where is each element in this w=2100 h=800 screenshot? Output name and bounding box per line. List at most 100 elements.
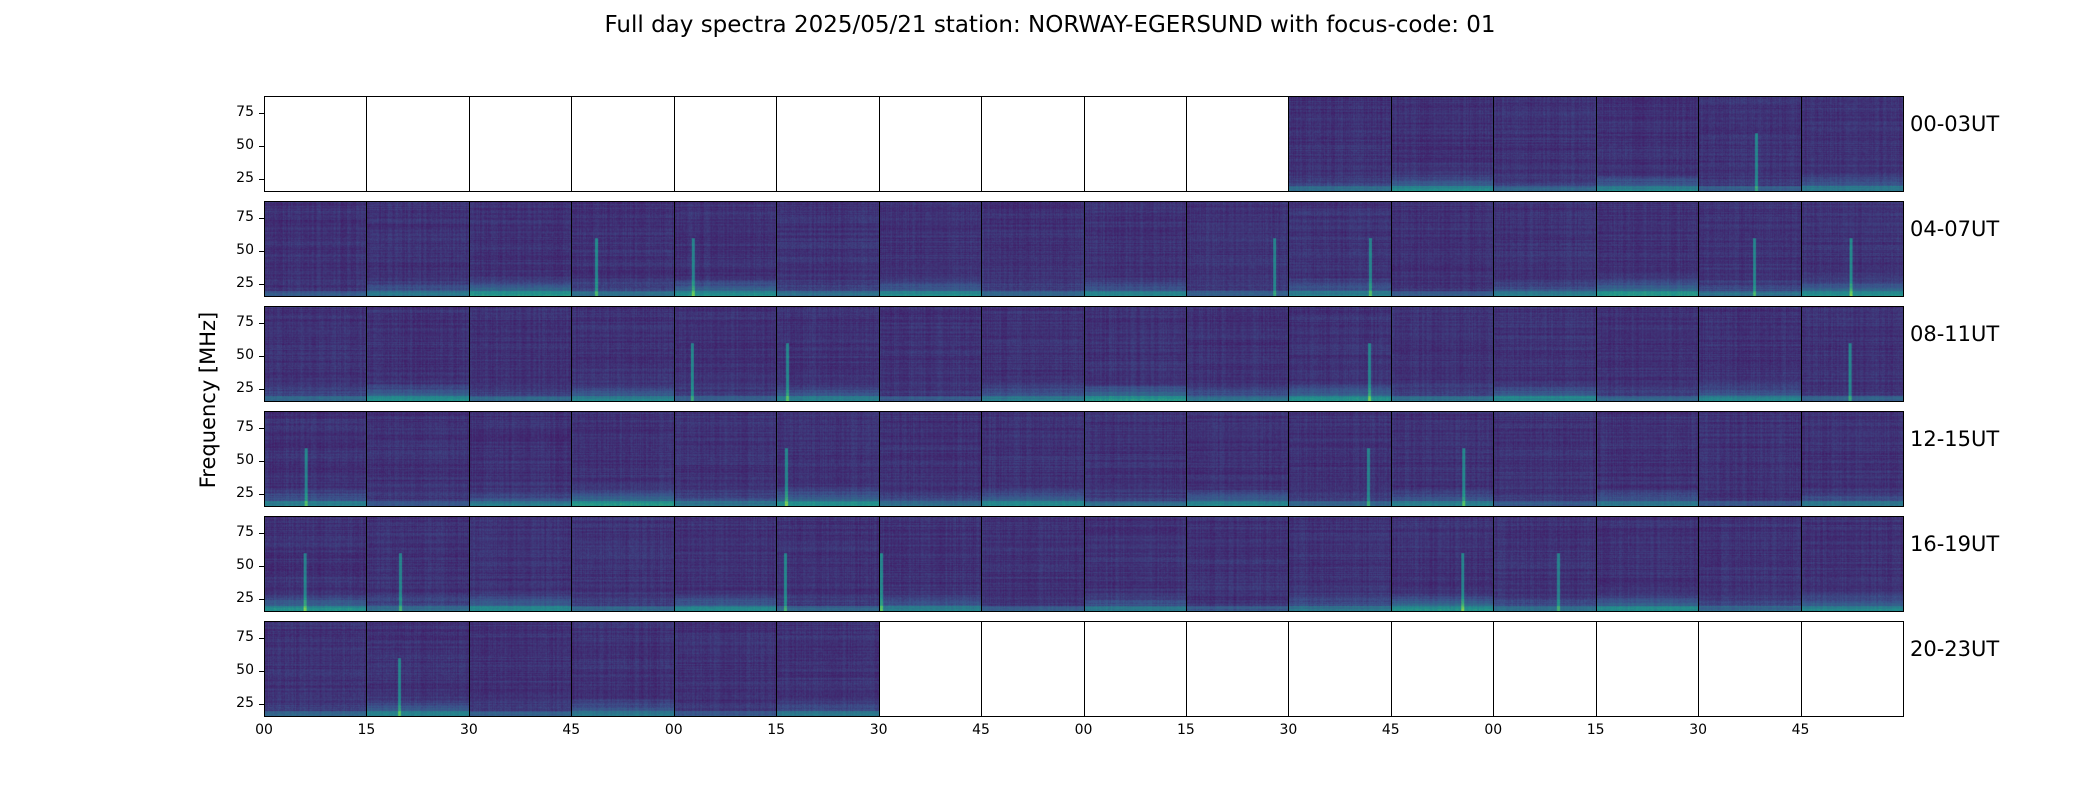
spectrum-panel [1288, 411, 1392, 507]
spectrum-panel [1185, 516, 1290, 612]
x-tick-label: 15 [767, 722, 786, 738]
spectrum-panel [673, 201, 778, 297]
spectrum-heatmap [982, 202, 1084, 296]
spectrum-panel [1083, 516, 1187, 612]
x-tick-label: 15 [1177, 722, 1195, 738]
spectrum-panel [673, 411, 778, 507]
spectrum-heatmap [1494, 97, 1596, 191]
spectrum-panel [776, 516, 880, 612]
empty-panel [673, 96, 778, 192]
spectrum-heatmap [1494, 202, 1596, 296]
spectrum-panel [981, 411, 1085, 507]
spectrum-heatmap [1289, 412, 1391, 506]
spectrum-heatmap [1699, 307, 1801, 401]
spectrum-panel [1800, 411, 1904, 507]
y-tick-label: 25 [236, 589, 254, 606]
spectrum-panel [571, 621, 675, 717]
spectrum-heatmap [1801, 307, 1903, 401]
spectrum-panel [878, 411, 983, 507]
spectrum-heatmap [879, 517, 982, 611]
spectrum-heatmap [879, 307, 982, 401]
spectrum-heatmap [1391, 307, 1494, 401]
spectrum-panel [1390, 411, 1495, 507]
spectrum-panel [1698, 96, 1802, 192]
spectrum-panel [1288, 201, 1392, 297]
spectrum-heatmap [1084, 202, 1186, 296]
spectrum-panel [1493, 96, 1597, 192]
spectrum-heatmap [1596, 517, 1699, 611]
spectrum-heatmap [1801, 517, 1903, 611]
spectrum-heatmap [1494, 412, 1596, 506]
empty-panel [1595, 621, 1700, 717]
spectrum-panel [366, 621, 470, 717]
spectrum-panel [366, 516, 470, 612]
spectrum-heatmap [982, 412, 1084, 506]
spectrum-heatmap [1596, 307, 1699, 401]
x-tick-label: 45 [1791, 722, 1810, 738]
spectrum-panel [571, 306, 675, 402]
spectrum-heatmap [367, 412, 469, 506]
spectrum-panel [1288, 96, 1392, 192]
spectrum-heatmap [1391, 97, 1494, 191]
spectrum-heatmap [1699, 202, 1801, 296]
x-tick-label: 30 [1689, 722, 1708, 738]
spectrum-heatmap [1391, 412, 1494, 506]
spectrum-panel [1800, 516, 1904, 612]
y-tick-label: 50 [236, 346, 254, 363]
spectrum-heatmap [674, 412, 777, 506]
spectrum-panel [1595, 306, 1700, 402]
row-label: 20-23UT [1910, 637, 2000, 661]
spectrum-panel [981, 306, 1085, 402]
spectrum-panel [776, 411, 880, 507]
spectrum-heatmap [1494, 307, 1596, 401]
spectrum-heatmap [879, 202, 982, 296]
y-tick-label: 75 [236, 104, 254, 121]
spectrum-heatmap [982, 307, 1084, 401]
spectrum-panel [366, 411, 470, 507]
spectrum-heatmap [674, 622, 777, 716]
row-label: 04-07UT [1910, 217, 2000, 241]
empty-panel [1390, 621, 1495, 717]
spectrum-panel [468, 411, 573, 507]
spectrum-panel [1595, 411, 1700, 507]
x-tick-label: 30 [1279, 722, 1298, 738]
spectrum-panel [468, 201, 573, 297]
spectrum-heatmap [265, 412, 367, 506]
spectrum-panel [1698, 201, 1802, 297]
spectrum-panel [673, 516, 778, 612]
y-tick-label: 50 [236, 661, 254, 678]
spectrum-heatmap [1186, 202, 1289, 296]
spectrum-panel [878, 516, 983, 612]
empty-panel [981, 96, 1085, 192]
y-tick-label: 25 [236, 484, 254, 501]
spectrum-panel [1595, 96, 1700, 192]
spectrum-heatmap [367, 307, 469, 401]
empty-panel [1185, 96, 1290, 192]
x-tick-label: 00 [1074, 722, 1093, 738]
spectrum-heatmap [1596, 202, 1699, 296]
spectrum-panel [571, 201, 675, 297]
spectrum-panel [776, 306, 880, 402]
spectrum-heatmap [1494, 517, 1596, 611]
spectrum-panel [1800, 96, 1904, 192]
y-tick-label: 50 [236, 451, 254, 468]
y-tick-label: 25 [236, 379, 254, 396]
spectrum-panel [1595, 201, 1700, 297]
empty-panel [468, 96, 573, 192]
empty-panel [1083, 621, 1187, 717]
y-tick-mark [259, 145, 264, 147]
y-tick-mark [259, 533, 264, 535]
y-tick-label: 50 [236, 136, 254, 153]
spectrum-heatmap [1699, 412, 1801, 506]
spectrum-heatmap [265, 517, 367, 611]
y-tick-mark [259, 638, 264, 640]
spectrum-heatmap [265, 202, 367, 296]
y-tick-mark [259, 283, 264, 285]
row-label: 00-03UT [1910, 112, 2000, 136]
spectrum-heatmap [1391, 202, 1494, 296]
spectrum-heatmap [367, 517, 469, 611]
spectrum-panel [1493, 411, 1597, 507]
spectrum-panel [1698, 306, 1802, 402]
spectrum-panel [673, 306, 778, 402]
